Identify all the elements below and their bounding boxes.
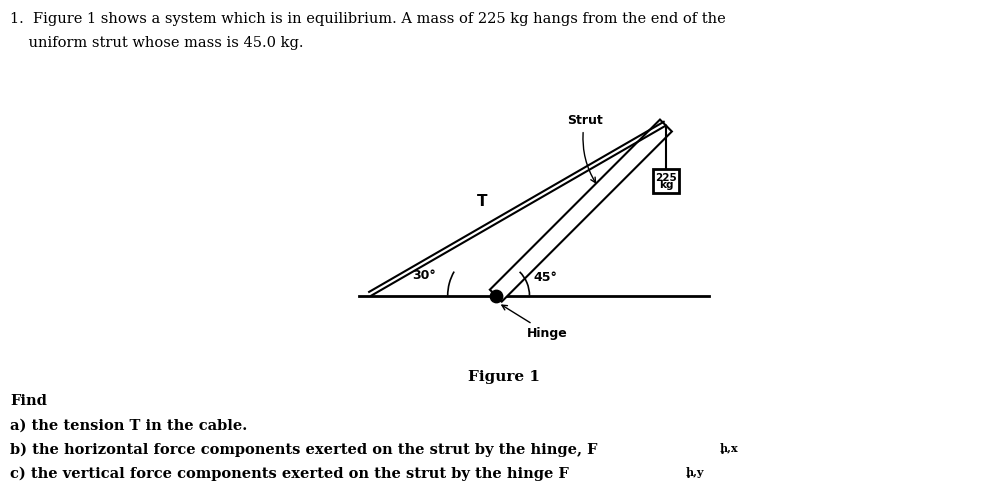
Text: 45°: 45° — [533, 271, 557, 284]
Text: T: T — [477, 195, 488, 210]
Text: .: . — [685, 467, 690, 481]
Text: Strut: Strut — [566, 114, 603, 182]
Text: Find: Find — [10, 394, 47, 408]
Text: .: . — [720, 443, 725, 457]
Text: b) the horizontal force components exerted on the strut by the hinge, F: b) the horizontal force components exert… — [10, 443, 598, 457]
Polygon shape — [490, 120, 672, 302]
Text: h,x: h,x — [720, 443, 738, 454]
Text: Hinge: Hinge — [502, 305, 568, 340]
Text: 1.  Figure 1 shows a system which is in equilibrium. A mass of 225 kg hangs from: 1. Figure 1 shows a system which is in e… — [10, 12, 726, 26]
Point — [488, 292, 504, 300]
FancyBboxPatch shape — [653, 169, 679, 193]
Text: h,y: h,y — [685, 467, 704, 478]
Text: kg: kg — [658, 180, 673, 190]
Text: a) the tension T in the cable.: a) the tension T in the cable. — [10, 419, 247, 433]
Text: c) the vertical force components exerted on the strut by the hinge F: c) the vertical force components exerted… — [10, 467, 569, 482]
Text: 225: 225 — [655, 173, 676, 183]
Text: 30°: 30° — [411, 270, 435, 282]
Text: uniform strut whose mass is 45.0 kg.: uniform strut whose mass is 45.0 kg. — [10, 36, 303, 50]
Text: Figure 1: Figure 1 — [468, 370, 540, 384]
